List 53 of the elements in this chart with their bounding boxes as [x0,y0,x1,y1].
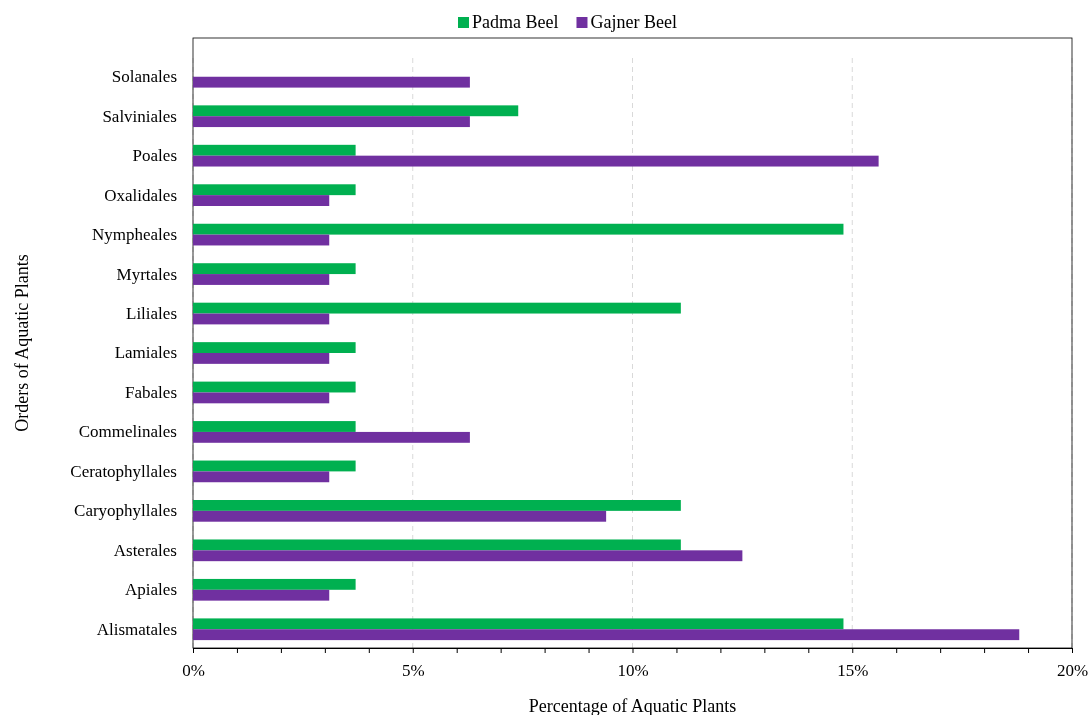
x-tick-label: 20% [1056,661,1089,681]
bar [193,539,681,551]
bar [193,550,743,562]
y-tick-label: Salviniales [102,106,177,126]
bar [193,578,356,590]
bar [193,510,607,522]
y-tick-label: Nympheales [92,225,177,245]
y-tick-label: Myrtales [116,264,177,284]
x-tick-label: 10% [617,661,649,681]
legend-label: Padma Beel [472,12,559,32]
bar [193,195,330,206]
y-tick-label: Commelinales [78,422,177,442]
x-tick-label: 15% [837,661,869,681]
bar [193,274,330,285]
y-tick-label: Ceratophyllales [70,461,177,481]
bar [193,144,356,156]
bar [193,353,330,364]
bar [193,184,356,196]
y-tick-label: Poales [132,146,177,166]
bar [193,500,681,511]
bar [193,471,330,483]
y-tick-label: Fabales [125,382,177,402]
y-tick-label: Caryophyllales [74,501,177,521]
bar [193,629,1020,641]
bar [193,302,681,314]
bar [193,460,356,472]
y-tick-label: Liliales [126,303,177,323]
bar [193,342,356,353]
bar [193,105,519,117]
bar [193,589,330,601]
bar [193,234,330,246]
bar [193,421,356,432]
bar [193,381,356,393]
bar [193,431,470,443]
bar [193,116,470,128]
bar [193,263,356,275]
y-tick-label: Asterales [113,540,177,560]
x-axis-title: Percentage of Aquatic Plants [528,696,737,715]
bar [193,223,844,235]
bar [193,313,330,325]
y-tick-label: Alismatales [96,619,177,639]
bar [193,155,879,167]
y-tick-label: Solanales [111,67,177,87]
legend-label: Gajner Beel [590,12,677,32]
y-axis-title: Orders of Aquatic Plants [12,254,32,432]
y-tick-label: Lamiales [114,343,177,363]
bar [193,76,470,88]
bar [193,618,844,630]
y-tick-label: Oxalidales [104,185,177,205]
y-tick-label: Apiales [125,580,177,600]
x-tick-label: 0% [182,661,205,681]
bar [193,392,330,404]
x-tick-label: 5% [401,661,425,681]
